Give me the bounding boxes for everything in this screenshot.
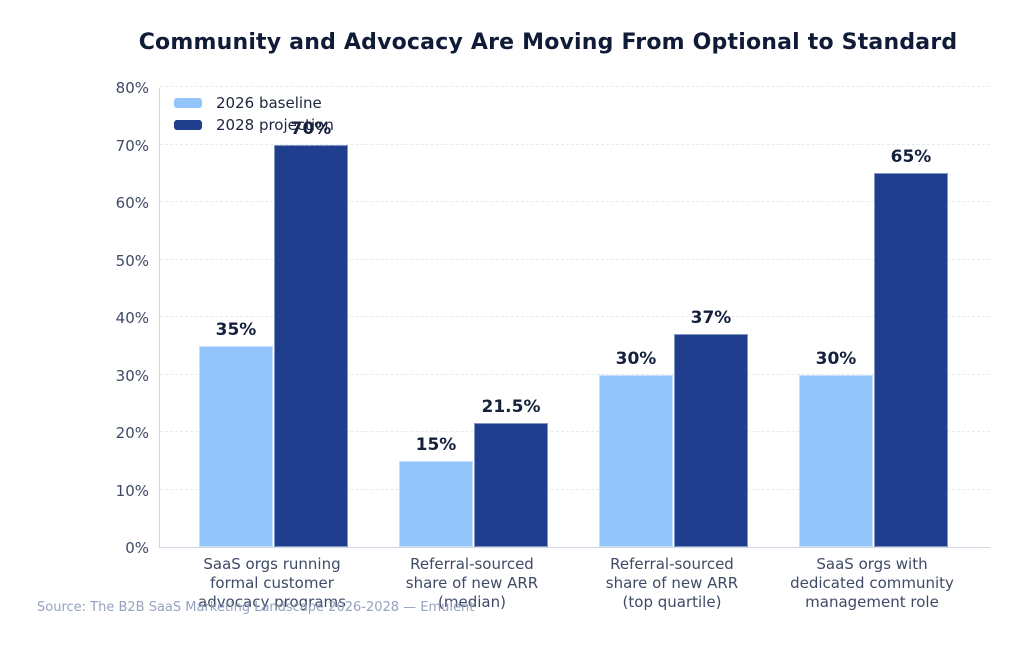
bar-baseline-2 [599,374,673,547]
y-tick-label: 50% [115,251,149,270]
bar-projection-2 [674,334,748,547]
x-category-label-line: Referral-sourced [410,555,534,573]
bar-value-label: 21.5% [481,397,541,418]
y-tick-label: 30% [115,366,149,385]
plot-area: 35% 15% 30% 30% 70% 21.5% 37% 65% 2026 baseline… [159,86,990,548]
bar-value-label: 35% [215,319,257,340]
legend: 2026 baseline 2028 projection [174,92,334,136]
y-tick-label: 70% [115,136,149,155]
gridline-50 [160,258,990,260]
y-tick-label: 0% [125,539,149,557]
y-tick-label: 40% [115,309,149,327]
x-category-label-line: (top quartile) [622,593,722,611]
gridline-20 [160,431,990,432]
gridline-40 [160,316,990,317]
x-category-label-0: SaaS orgs running formal customer advocacy… [167,555,377,612]
x-category-label-line: formal customer [210,574,334,592]
legend-item-baseline: 2026 baseline [174,92,334,114]
legend-swatch-icon [174,98,202,108]
x-category-label-line: SaaS orgs running [203,555,341,573]
x-category-label-line: management role [805,593,939,611]
bar-baseline-1 [399,460,473,547]
bar-value-label: 37% [690,308,732,329]
bar-baseline-0 [199,345,273,547]
x-category-label-line: advocacy programs [198,593,346,611]
bar-value-label: 70% [290,118,332,139]
x-category-label-3: SaaS orgs with dedicated community managem… [767,555,977,612]
bar-projection-1 [474,423,548,547]
x-category-label-line: share of new ARR [605,574,739,592]
y-tick-label: 10% [115,481,149,500]
x-category-label-1: Referral-sourced share of new ARR (median) [367,555,577,612]
x-category-label-line: dedicated community [790,574,954,592]
legend-item-projection: 2028 projection [174,114,334,136]
gridline-80 [160,86,990,87]
x-category-label-line: Referral-sourced [610,555,734,573]
x-category-label-line: (median) [438,593,506,611]
bar-value-label: 30% [815,348,857,369]
source-note: Source: The B2B SaaS Marketing Landscape… [37,600,475,615]
gridline-30 [160,373,990,375]
y-tick-label: 60% [115,194,149,212]
bar-baseline-3 [799,374,873,547]
bar-value-label: 15% [415,434,457,455]
chart-title: Community and Advocacy Are Moving From O… [138,30,958,55]
x-category-label-line: SaaS orgs with [816,555,928,573]
x-category-label-2: Referral-sourced share of new ARR (top qua… [567,555,777,612]
y-tick-label: 20% [115,424,149,442]
bar-projection-0 [274,144,348,547]
bar-projection-3 [874,173,948,547]
gridline-10 [160,488,990,490]
gridline-60 [160,201,990,202]
legend-swatch-icon [174,120,202,130]
x-category-label-line: share of new ARR [405,574,539,592]
legend-item-label: 2026 baseline [216,94,322,112]
bar-value-label: 65% [890,147,932,168]
bar-value-label: 30% [615,348,657,369]
legend-item-label: 2028 projection [216,116,334,134]
y-tick-label: 80% [115,79,149,97]
gridline-70 [160,143,990,145]
